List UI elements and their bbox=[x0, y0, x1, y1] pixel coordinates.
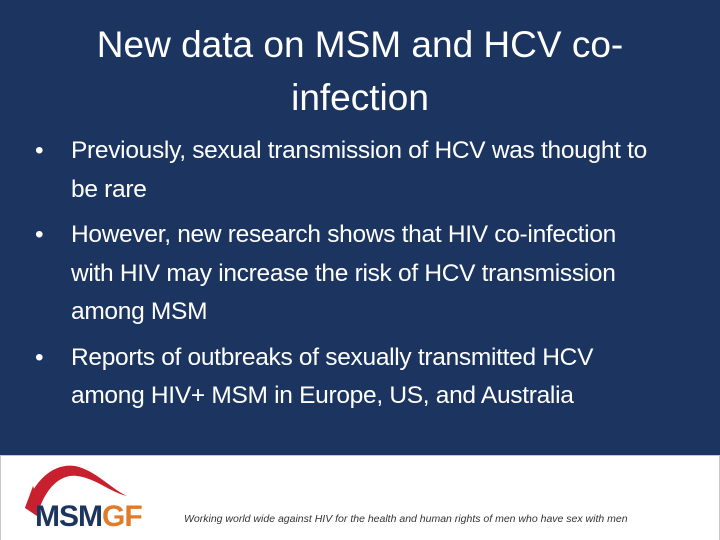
bullet: Previously, sexual transmission of HCV w… bbox=[35, 132, 650, 209]
bullet: However, new research shows that HIV co-… bbox=[35, 216, 650, 332]
footer: MSMGF Working world wide against HIV for… bbox=[0, 455, 720, 540]
slide-title: New data on MSM and HCV co-infection bbox=[96, 24, 624, 118]
logo: MSMGF bbox=[35, 500, 143, 534]
tagline: Working world wide against HIV for the h… bbox=[184, 513, 628, 525]
logo-msm: MSM bbox=[35, 500, 103, 533]
logo-swoosh bbox=[25, 465, 127, 516]
bullet-list: Previously, sexual transmission of HCV w… bbox=[35, 132, 650, 423]
logo-gf: GF bbox=[102, 500, 143, 533]
bullet: Reports of outbreaks of sexually transmi… bbox=[35, 339, 650, 416]
